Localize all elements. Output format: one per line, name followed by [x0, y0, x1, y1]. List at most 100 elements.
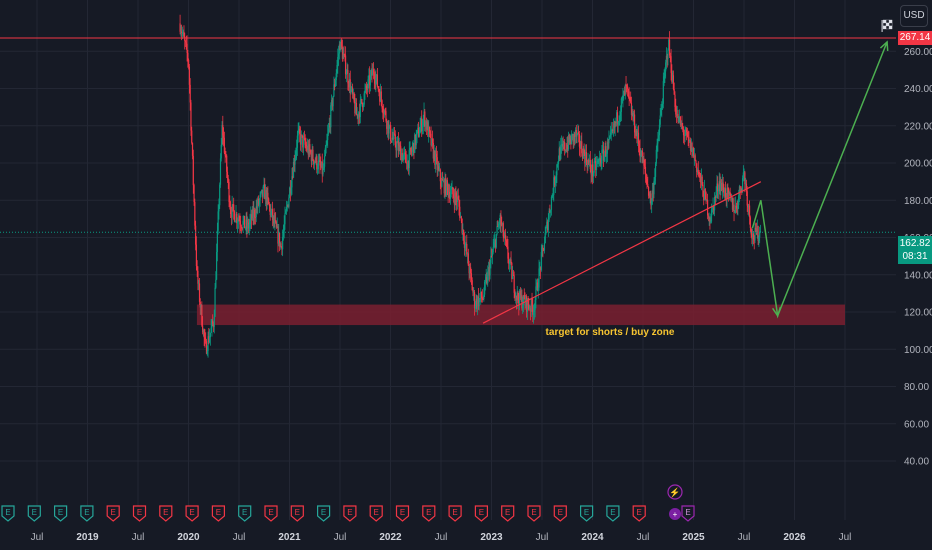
candle-body: [185, 42, 187, 44]
candle-body: [683, 135, 685, 137]
x-tick-label: 2021: [278, 532, 301, 543]
candle-body: [410, 148, 412, 152]
candle-body: [459, 216, 462, 218]
candle-body: [567, 145, 569, 150]
candle-body: [449, 194, 452, 199]
earnings-marker-letter: E: [558, 508, 563, 517]
earnings-E-icon: E: [632, 505, 646, 522]
candle-body: [629, 97, 631, 100]
candle-body: [457, 196, 459, 200]
candle-body: [463, 229, 465, 241]
candle-body: [532, 312, 535, 315]
candle-body: [590, 169, 592, 175]
candle-body: [408, 149, 410, 169]
candle-body: [221, 125, 223, 145]
candle-body: [487, 267, 490, 272]
candle-body: [215, 279, 217, 288]
candle-body: [731, 197, 733, 201]
candle-body: [231, 204, 233, 218]
y-tick-label: 40.00: [904, 457, 929, 468]
candle-body: [564, 149, 567, 151]
candle-body: [619, 111, 622, 117]
candle-body: [602, 149, 605, 161]
candle-body: [720, 182, 722, 192]
candle-body: [372, 69, 374, 76]
earnings-E-icon: E: [580, 505, 594, 522]
candle-body: [692, 148, 694, 157]
candle-body: [299, 128, 301, 135]
candle-body: [283, 224, 285, 232]
candle-body: [275, 220, 277, 222]
x-tick-label: 2024: [581, 532, 604, 543]
candle-body: [749, 217, 751, 229]
candle-body: [558, 148, 560, 161]
candle-body: [428, 127, 430, 137]
candle-body: [677, 113, 679, 122]
earnings-marker-letter: E: [321, 508, 326, 517]
candle-body: [538, 268, 540, 288]
earnings-E-icon: E: [553, 505, 567, 522]
candle-body: [591, 164, 593, 175]
candle-body: [634, 132, 636, 136]
earnings-marker-shape: [527, 505, 541, 522]
candle-body: [696, 169, 699, 173]
candle-body: [661, 103, 664, 108]
time-axis[interactable]: Jul 2019 Jul 2020 Jul 2021 Jul 2022 Jul 2023 Jul 20…: [31, 532, 852, 543]
gridlines: [0, 0, 896, 520]
candle-body: [517, 292, 519, 300]
candle-body: [616, 112, 618, 123]
candle-body: [374, 80, 376, 84]
candle-body: [681, 123, 683, 127]
candle-body: [496, 225, 498, 235]
candle-body: [599, 158, 601, 164]
candle-body: [327, 133, 329, 141]
candle-body: [703, 188, 706, 201]
candle-body: [483, 294, 485, 300]
candle-body: [217, 211, 219, 231]
candle-body: [734, 205, 737, 212]
candle-body: [467, 253, 469, 266]
candle-body: [325, 145, 327, 148]
candle-body: [438, 169, 441, 171]
candle-body: [309, 144, 311, 151]
candle-body: [657, 141, 659, 144]
candle-body: [421, 118, 423, 132]
candle-body: [313, 159, 315, 165]
earnings-marker-letter: E: [111, 508, 116, 517]
flag-square: [885, 25, 890, 30]
candle-body: [292, 161, 295, 178]
candle-body: [317, 161, 319, 170]
candle-body: [686, 132, 689, 137]
candle-body: [637, 132, 639, 139]
candle-body: [363, 93, 365, 105]
candle-body: [635, 130, 637, 136]
candle-body: [330, 105, 332, 128]
candle-body: [750, 228, 752, 235]
candle-body: [586, 161, 588, 168]
candle-body: [394, 134, 396, 145]
candle-body: [508, 261, 511, 264]
candle-body: [703, 196, 705, 201]
currency-button[interactable]: USD: [900, 5, 928, 27]
candle-body: [714, 196, 716, 198]
candle-body: [474, 306, 476, 309]
candle-body: [601, 149, 603, 164]
candle-body: [240, 224, 242, 227]
candle-body: [194, 202, 196, 226]
candle-body: [493, 242, 495, 248]
candle-body: [670, 56, 672, 73]
candle-body: [580, 141, 582, 149]
candle-body: [261, 189, 263, 193]
earnings-marker-shape: [317, 505, 331, 522]
candle-body: [399, 145, 401, 147]
candle-body: [202, 325, 204, 333]
candle-body: [237, 219, 239, 222]
candle-body: [617, 121, 619, 125]
candle-body: [719, 181, 721, 192]
candle-body: [297, 130, 299, 136]
candle-body: [739, 186, 741, 192]
candle-body: [212, 320, 214, 324]
candle-body: [740, 188, 742, 192]
candle-body: [184, 37, 186, 41]
